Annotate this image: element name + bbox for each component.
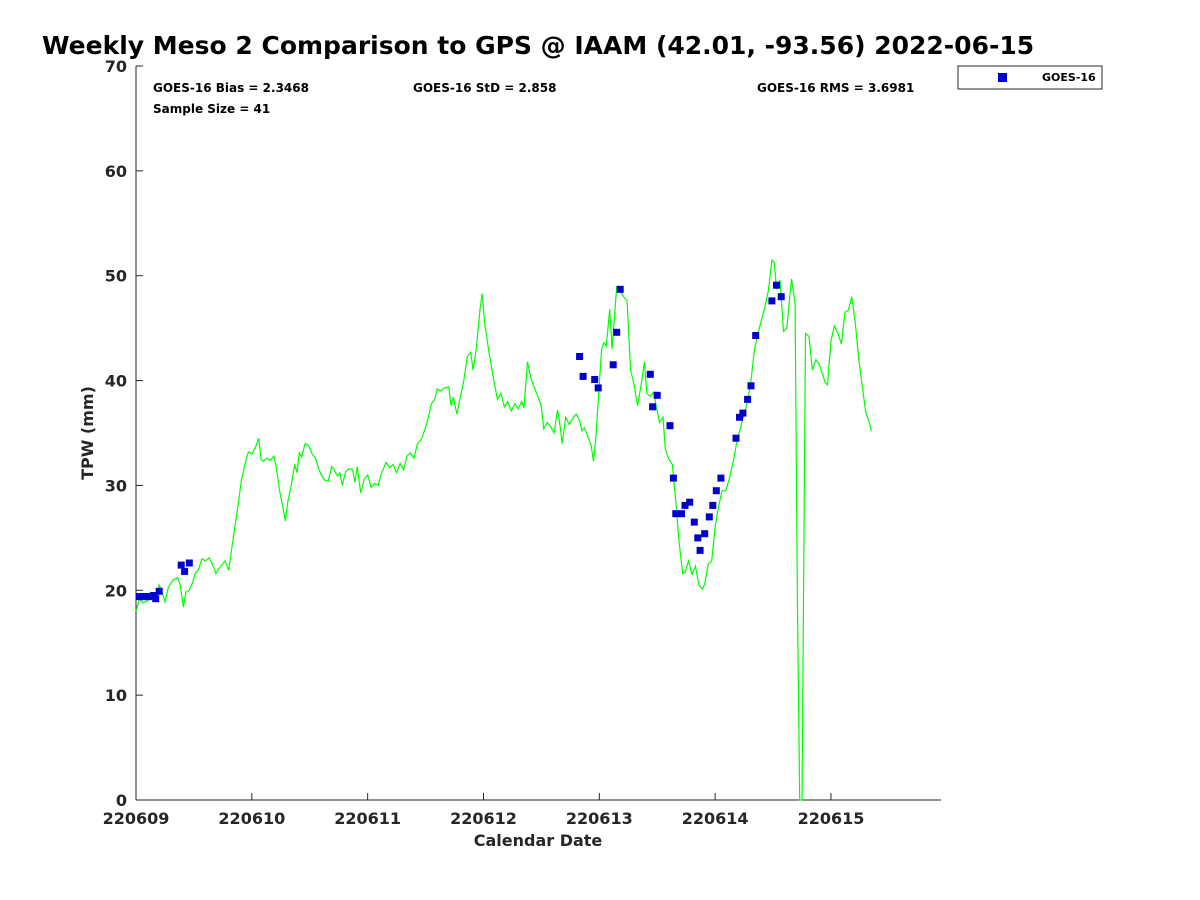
goes16-point	[576, 353, 584, 360]
y-ticks: 0 10 20 30 40 50 60 70	[105, 57, 143, 810]
goes16-point	[155, 587, 163, 595]
goes16-point	[773, 281, 780, 289]
goes16-point	[696, 546, 704, 554]
x-tick-label: 220615	[798, 809, 865, 828]
series-layer	[135, 258, 873, 801]
x-tick-label: 220610	[218, 809, 285, 828]
goes16-point	[739, 409, 747, 417]
y-tick-label: 50	[105, 267, 127, 286]
goes16-point	[669, 474, 677, 482]
series-line-gps	[135, 258, 873, 801]
goes16-point	[646, 370, 654, 378]
x-tick-label: 220609	[103, 809, 170, 828]
y-tick-label: 60	[105, 162, 127, 181]
chart-title: Weekly Meso 2 Comparison to GPS @ IAAM (…	[42, 31, 1034, 60]
y-tick-label: 40	[105, 372, 127, 391]
y-tick-label: 20	[105, 581, 127, 600]
goes16-point	[616, 285, 624, 293]
stat-std: GOES-16 StD = 2.858	[413, 81, 556, 95]
goes16-point	[744, 395, 752, 403]
goes16-point	[736, 413, 743, 421]
goes16-point	[185, 559, 193, 567]
goes16-point	[594, 384, 602, 392]
goes16-point	[705, 513, 713, 521]
goes16-point	[609, 361, 617, 369]
plot-area: 0 10 20 30 40 50 60 70 220609 220610 220611 220612…	[103, 57, 941, 828]
stat-rms: GOES-16 RMS = 3.6981	[757, 81, 914, 95]
goes16-point	[732, 434, 740, 442]
y-tick-label: 70	[105, 57, 127, 76]
goes16-point	[694, 534, 702, 542]
x-ticks: 220609 220610 220611 220612 220613 220614 2206…	[103, 793, 865, 828]
goes16-point	[649, 403, 657, 411]
y-axis-label: TPW (mm)	[78, 386, 97, 480]
goes16-point	[712, 487, 720, 495]
goes16-point	[591, 376, 599, 383]
goes16-point	[709, 501, 717, 509]
x-tick-label: 220614	[682, 809, 749, 828]
y-tick-label: 30	[105, 476, 127, 495]
goes16-point	[678, 510, 685, 518]
x-tick-label: 220613	[566, 809, 633, 828]
goes16-point	[145, 593, 153, 601]
goes16-point	[717, 474, 725, 482]
goes16-point	[690, 518, 698, 526]
legend-box	[957, 65, 1103, 90]
goes16-point	[701, 530, 709, 538]
goes16-point	[686, 498, 694, 506]
goes16-point	[666, 422, 674, 430]
goes16-point	[777, 293, 785, 301]
x-tick-label: 220612	[450, 809, 517, 828]
legend-label-goes16: GOES-16	[1042, 71, 1096, 84]
y-tick-label: 10	[105, 686, 127, 705]
goes16-point	[152, 595, 160, 603]
y-tick-label: 0	[116, 791, 127, 810]
x-tick-label: 220611	[334, 809, 401, 828]
goes16-point	[653, 391, 661, 399]
legend-marker-goes16	[998, 73, 1007, 82]
goes16-point	[752, 332, 760, 339]
goes16-point	[177, 561, 185, 569]
stat-sample-size: Sample Size = 41	[153, 102, 270, 116]
goes16-point	[672, 510, 680, 518]
goes16-point	[613, 328, 621, 336]
legend: GOES-16	[957, 65, 1103, 90]
goes16-point	[768, 297, 776, 305]
goes16-point	[579, 372, 587, 380]
stat-bias: GOES-16 Bias = 2.3468	[153, 81, 309, 95]
goes16-point	[181, 567, 189, 575]
goes16-point	[747, 382, 755, 390]
x-axis-label: Calendar Date	[474, 831, 603, 850]
goes16-point	[681, 501, 689, 509]
